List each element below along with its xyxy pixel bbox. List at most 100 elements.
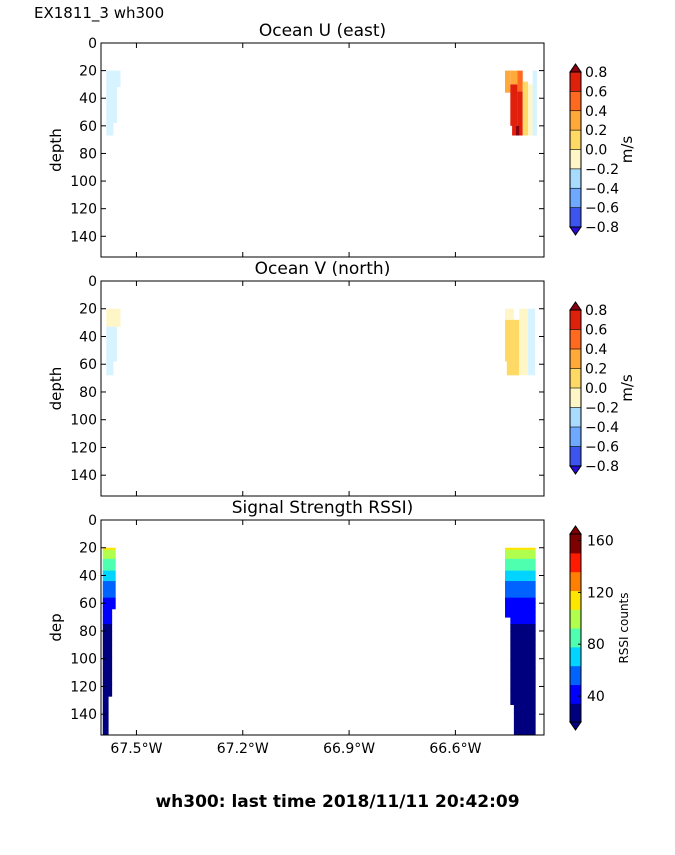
colorbar-segment bbox=[570, 593, 581, 598]
y-tick-label: 40 bbox=[79, 329, 97, 345]
rssi-cell bbox=[510, 637, 515, 646]
colorbar: 160 120 80 40 RSSI counts bbox=[569, 525, 631, 731]
rssi-cell bbox=[522, 612, 536, 618]
rssi-cell bbox=[102, 617, 109, 625]
footer-timestamp: wh300: last time 2018/11/11 20:42:09 bbox=[155, 792, 520, 812]
rssi-cell bbox=[505, 567, 511, 572]
axes-frame bbox=[100, 280, 545, 497]
rssi-cell bbox=[513, 644, 524, 668]
rssi-cell bbox=[111, 603, 116, 607]
rssi-cell bbox=[510, 561, 515, 565]
colorbar-segment bbox=[570, 584, 581, 588]
rssi-cell bbox=[513, 549, 524, 553]
rssi-cell bbox=[513, 617, 524, 625]
rssi-cell bbox=[513, 602, 524, 608]
rssi-cell bbox=[102, 547, 109, 551]
rssi-cell bbox=[513, 556, 524, 560]
rssi-cell bbox=[102, 612, 109, 618]
colorbar-tick-label: −0.2 bbox=[585, 162, 619, 178]
data-cell-13 bbox=[532, 70, 537, 136]
colorbar-segment bbox=[570, 665, 581, 670]
rssi-cell bbox=[102, 585, 109, 590]
colorbar-segment bbox=[570, 546, 581, 551]
y-tick-label: 80 bbox=[79, 624, 97, 640]
rssi-cell bbox=[108, 585, 113, 590]
rssi-cell bbox=[522, 630, 536, 639]
colorbar-segment bbox=[570, 684, 581, 689]
colorbar-segment bbox=[570, 407, 581, 428]
x-tick-label: 67.2°W bbox=[217, 741, 269, 757]
y-tick-label: 0 bbox=[88, 513, 97, 529]
colorbar-segment bbox=[570, 653, 581, 657]
colorbar-tick-label: 0.4 bbox=[585, 104, 607, 120]
rssi-cell bbox=[513, 585, 524, 590]
plot-data bbox=[106, 70, 537, 136]
rssi-cell bbox=[108, 561, 113, 565]
y-tick-label: 140 bbox=[70, 707, 97, 723]
colorbar-segment bbox=[570, 671, 581, 676]
colorbar-tick-label: 0.4 bbox=[585, 342, 607, 358]
rssi-cell bbox=[510, 659, 515, 676]
colorbar-segment bbox=[570, 149, 581, 170]
data-cell-8 bbox=[517, 91, 523, 136]
colorbar-segment bbox=[570, 609, 581, 613]
colorbar-segment bbox=[570, 615, 581, 620]
rssi-cell bbox=[510, 574, 515, 579]
rssi-cell bbox=[510, 597, 515, 604]
rssi-cell bbox=[108, 577, 113, 582]
rssi-cell bbox=[108, 630, 113, 639]
rssi-cell bbox=[505, 547, 511, 551]
rssi-cell bbox=[522, 593, 536, 599]
rssi-cell bbox=[111, 561, 116, 565]
data-cell-5 bbox=[505, 319, 520, 362]
rssi-cell bbox=[108, 593, 113, 599]
rssi-cell bbox=[108, 581, 113, 586]
colorbar-segment bbox=[570, 624, 581, 629]
rssi-cell bbox=[510, 593, 515, 599]
rssi-cell bbox=[522, 602, 536, 608]
colorbar-segment bbox=[570, 562, 581, 566]
rssi-cell bbox=[102, 549, 109, 553]
colorbar-segment bbox=[570, 681, 581, 685]
data-cell-3 bbox=[106, 361, 114, 376]
rssi-cell bbox=[111, 597, 116, 601]
colorbar-extend-bottom bbox=[569, 465, 582, 475]
data-cell-1 bbox=[106, 70, 121, 88]
rssi-cell bbox=[111, 567, 116, 572]
rssi-cell bbox=[108, 547, 113, 551]
chart-title: Ocean U (east) bbox=[259, 21, 386, 41]
rssi-cell bbox=[102, 630, 109, 639]
y-tick-label: 40 bbox=[79, 91, 97, 107]
rssi-cell bbox=[108, 597, 113, 604]
rssi-cell bbox=[510, 602, 515, 608]
rssi-cell bbox=[102, 581, 109, 586]
colorbar-segment bbox=[570, 574, 581, 579]
y-axis-label: depth bbox=[47, 128, 65, 172]
rssi-cell bbox=[111, 589, 116, 595]
rssi-cell bbox=[102, 577, 109, 582]
rssi-cell bbox=[522, 558, 536, 563]
y-tick-label: 100 bbox=[70, 652, 97, 668]
data-cell-6 bbox=[510, 84, 518, 126]
rssi-cell bbox=[510, 577, 515, 582]
rssi-cell bbox=[522, 567, 536, 572]
colorbar-segment bbox=[570, 628, 581, 632]
colorbar-segment bbox=[570, 696, 581, 701]
rssi-cell bbox=[111, 577, 116, 582]
colorbar-segment bbox=[570, 168, 581, 189]
colorbar-segment bbox=[570, 571, 581, 576]
rssi-cell bbox=[522, 574, 536, 579]
y-tick-label: 60 bbox=[79, 596, 97, 612]
rssi-cell bbox=[108, 683, 113, 697]
rssi-cell bbox=[108, 589, 113, 595]
y-axis-label: depth bbox=[47, 367, 65, 411]
rssi-cell bbox=[510, 547, 515, 551]
colorbar-segment bbox=[570, 709, 581, 714]
rssi-cell bbox=[513, 564, 524, 568]
panel-2: Ocean V (north) 0 20 40 60 80 100 120 140 depth 0.… bbox=[47, 259, 636, 497]
rssi-cell bbox=[102, 624, 109, 632]
rssi-cell bbox=[522, 581, 536, 586]
rssi-cell bbox=[108, 644, 113, 659]
rssi-cell bbox=[522, 644, 536, 668]
panel-1: Ocean U (east) 0 20 40 60 80 100 120 140 depth 0.8… bbox=[47, 21, 636, 258]
